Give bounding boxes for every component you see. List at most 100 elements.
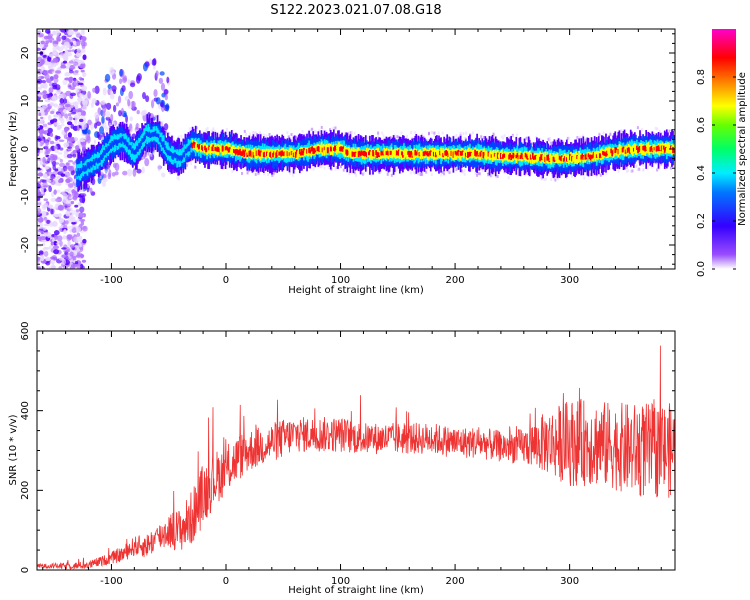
spectrogram-noise-cell: [63, 41, 70, 47]
spectrogram-halo-cell: [638, 167, 641, 171]
spectrogram-noise-cell: [40, 40, 45, 45]
spectrogram-noise-cell: [37, 124, 41, 129]
spectrogram-noise-cell: [69, 251, 74, 257]
spectrogram-scatter-cell: [164, 94, 168, 101]
spectrogram-noise-cell: [62, 235, 67, 240]
spectrogram-halo-cell: [320, 165, 323, 169]
spectrogram-noise-cell: [44, 61, 51, 66]
spectrogram-halo-cell: [478, 172, 481, 176]
spectrogram-halo-cell: [568, 136, 571, 140]
spectrogram-noise-cell: [68, 196, 73, 200]
spectrogram-halo-cell: [463, 168, 466, 172]
spectrogram-noise-cell: [71, 101, 77, 106]
spectrogram-halo-cell: [323, 166, 326, 170]
spectrogram-noise-cell: [42, 83, 48, 88]
spectrogram-noise-cell: [76, 40, 81, 47]
spectrogram-halo-cell: [503, 134, 506, 138]
spectrogram-noise-cell: [67, 183, 74, 188]
spectrogram-noise-cell: [80, 265, 85, 269]
spectrogram-noise-cell: [53, 103, 59, 108]
spectrogram-noise-cell: [65, 90, 72, 97]
spectrogram-noise-cell: [54, 122, 60, 125]
spectrogram-noise-cell: [50, 192, 55, 198]
spectrogram-noise-cell: [53, 213, 59, 218]
spectrogram-noise-cell: [54, 40, 59, 45]
spectrogram-noise-cell: [67, 172, 72, 178]
spectrogram-noise-cell: [62, 193, 68, 199]
spectrogram-noise-cell: [66, 153, 73, 159]
spectrogram-noise-cell: [75, 33, 82, 38]
spectrogram-noise-cell: [71, 221, 76, 225]
spectrogram-noise-cell: [65, 220, 69, 225]
spectrogram-scatter-cell: [150, 99, 155, 109]
spectrogram-noise-cell: [56, 189, 61, 193]
spectrogram-noise-cell: [50, 60, 56, 64]
spectrogram-noise-cell: [78, 236, 83, 240]
spectrogram-halo-cell: [190, 162, 193, 166]
spectrogram-noise-cell: [77, 202, 82, 207]
spectrogram-noise-cell: [57, 152, 63, 155]
spectrogram-halo-cell: [455, 134, 458, 138]
spectrogram-noise-cell: [51, 160, 57, 167]
spectrogram-noise-cell: [49, 132, 54, 137]
spectrogram-noise-cell: [48, 33, 54, 37]
spectrogram-halo-cell: [598, 133, 601, 137]
spectrogram-noise-cell: [67, 83, 72, 90]
spectrogram-noise-cell: [58, 265, 63, 269]
spectrogram-halo-cell: [194, 165, 197, 169]
spectrogram-scatter-cell: [119, 78, 123, 85]
spectrogram-noise-cell: [42, 182, 48, 186]
spectrogram-scatter-cell: [149, 58, 153, 65]
spectrogram-halo-cell: [496, 174, 499, 178]
spectrogram-scatter-cell: [141, 166, 145, 174]
spectrogram-noise-cell: [38, 250, 44, 255]
spectrogram-noise-cell: [55, 70, 62, 74]
spectrogram-noise-cell: [59, 147, 64, 151]
spectrogram-halo-cell: [246, 171, 249, 175]
spectrogram-scatter-cell: [165, 103, 170, 112]
spectrogram-noise-cell: [57, 204, 64, 211]
spectrogram-noise-cell: [43, 216, 48, 221]
spectrogram-halo-cell: [427, 131, 430, 135]
spectrogram-noise-cell: [57, 178, 62, 184]
spectrogram-halo-cell: [410, 131, 413, 135]
spectrogram-scatter-cell: [118, 110, 122, 117]
spectrogram-noise-cell: [45, 148, 52, 152]
spectrogram-scatter-cell: [87, 129, 91, 135]
spectrogram-noise-cell: [79, 218, 86, 222]
spectrogram-noise-cell: [43, 232, 48, 237]
spectrogram-halo-cell: [515, 133, 518, 137]
spectrogram-noise-cell: [63, 142, 69, 148]
spectrogram-halo-cell: [433, 131, 436, 135]
spectrogram-halo-cell: [93, 139, 96, 143]
spectrogram-noise-cell: [73, 118, 78, 125]
spectrogram-halo-cell: [440, 173, 443, 177]
spectrogram-halo-cell: [443, 172, 446, 176]
spectrogram-noise-cell: [48, 222, 55, 228]
spectrogram-noise-cell: [70, 219, 77, 223]
spectrogram-noise-cell: [40, 235, 47, 241]
spectrogram-halo-cell: [177, 177, 180, 181]
spectrogram-scatter-cell: [127, 99, 131, 107]
spectrogram-noise-cell: [50, 241, 54, 246]
spectrogram-noise-cell: [42, 54, 47, 58]
spectrogram-noise-cell: [49, 101, 54, 107]
spectrogram-halo-cell: [353, 131, 356, 135]
spectrogram-noise-cell: [59, 158, 64, 163]
spectrogram-noise-cell: [82, 71, 87, 78]
spectrogram-noise-cell: [79, 206, 85, 213]
spectrogram-noise-cell: [47, 204, 54, 209]
spectrogram-noise-cell: [68, 116, 73, 121]
spectrogram-halo-cell: [342, 168, 345, 172]
spectrogram-halo-cell: [382, 134, 385, 138]
spectrogram-scatter-cell: [158, 77, 164, 84]
spectrogram-halo-cell: [137, 124, 140, 128]
spectrogram-halo-cell: [265, 134, 268, 138]
spectrogram-halo-cell: [570, 174, 573, 178]
spectrogram-noise-cell: [55, 135, 61, 140]
spectrogram-noise-cell: [61, 45, 66, 49]
spectrogram-noise-cell: [50, 208, 54, 215]
spectrogram-noise-cell: [49, 119, 55, 125]
spectrogram-noise-cell: [48, 53, 54, 58]
spectrogram-noise-cell: [42, 175, 48, 179]
